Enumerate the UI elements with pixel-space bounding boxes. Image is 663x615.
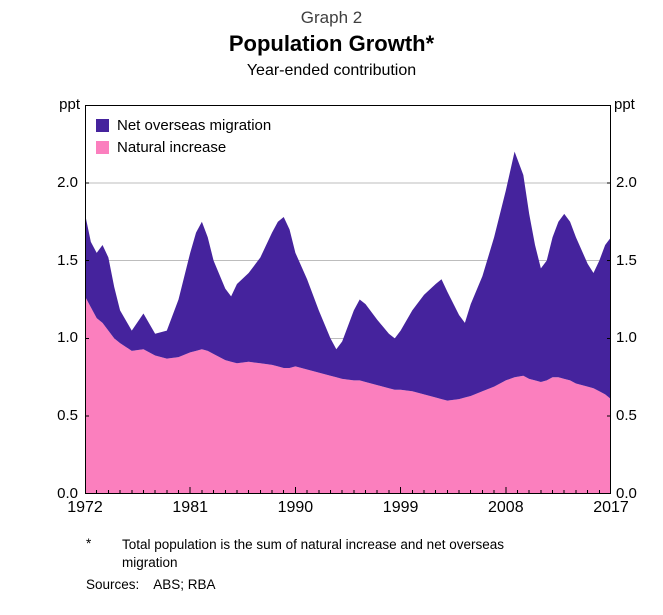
y-tick-label-left-2.0: 2.0: [57, 173, 78, 191]
x-tick-label-1972: 1972: [67, 499, 103, 516]
legend-item-net-overseas-migration: Net overseas migration: [96, 117, 271, 134]
y-tick-label-right-2.0: 2.0: [616, 173, 637, 191]
footnote-line-2: migration: [122, 555, 178, 570]
x-tick-label-1990: 1990: [277, 499, 314, 516]
footnote-line-1: Total population is the sum of natural i…: [122, 537, 504, 552]
x-tick-label-1981: 1981: [172, 499, 208, 516]
legend-swatch-net-overseas-migration: [96, 119, 109, 132]
chart-subtitle: Year-ended contribution: [246, 62, 417, 79]
y-tick-label-right-1.5: 1.5: [616, 251, 637, 269]
x-tick-label-2008: 2008: [488, 499, 524, 516]
legend-swatch-natural-increase: [96, 141, 109, 154]
graph-number: Graph 2: [300, 8, 363, 27]
legend: Net overseas migration Natural increase: [96, 117, 271, 161]
plot-frame: [85, 105, 611, 494]
y-tick-label-right-0.5: 0.5: [616, 407, 637, 425]
legend-item-natural-increase: Natural increase: [96, 139, 271, 156]
sources-label: Sources:: [86, 577, 140, 592]
footnote-text: Total population is the sum of natural i…: [122, 536, 592, 572]
y-tick-label-left-0.0: 0.0: [57, 485, 78, 502]
sources: Sources: ABS; RBA: [86, 577, 216, 592]
y-axis-unit-right: ppt: [614, 96, 635, 113]
plot-canvas: [85, 105, 611, 494]
x-tick-label-1999: 1999: [382, 499, 419, 516]
y-tick-label-right-1.0: 1.0: [616, 329, 637, 347]
x-tick-label-2017: 2017: [593, 499, 629, 516]
y-tick-label-right-0.0: 0.0: [616, 485, 637, 502]
y-tick-label-left-1.0: 1.0: [57, 329, 78, 347]
area-natural-increase: [85, 296, 611, 494]
chart-title: Population Growth*: [228, 31, 435, 56]
sources-value: ABS; RBA: [153, 577, 216, 592]
legend-label-natural-increase: Natural increase: [117, 139, 227, 156]
footnote-marker: *: [86, 536, 92, 551]
y-axis-unit-left: ppt: [59, 96, 80, 113]
y-tick-label-left-0.5: 0.5: [57, 407, 78, 425]
y-tick-label-left-1.5: 1.5: [57, 251, 78, 269]
area-net-overseas-migration: [85, 151, 611, 401]
legend-label-net-overseas-migration: Net overseas migration: [117, 117, 272, 134]
